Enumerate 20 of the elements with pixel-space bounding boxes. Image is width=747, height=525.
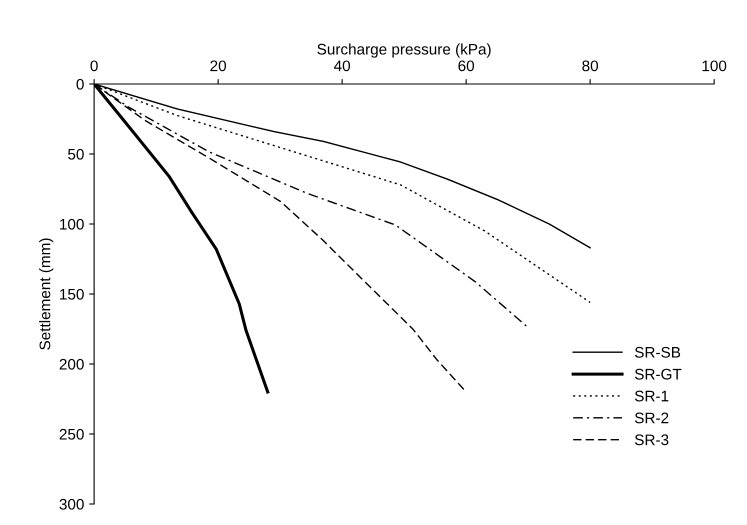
y-tick-label: 100 [60,218,84,230]
x-tick-label: 40 [334,60,350,72]
y-tick-label: 200 [60,358,84,370]
x-tick-label: 20 [210,60,226,72]
y-tick-label: 250 [60,428,84,440]
y-axis-title: Settlement (mm) [39,238,54,350]
y-tick-label: 300 [59,498,84,510]
y-tick-label: 0 [76,78,84,90]
y-tick-label: 50 [68,148,84,160]
y-tick-label: 150 [60,288,84,300]
x-tick-label: 100 [702,60,726,72]
x-tick-label: 0 [90,60,98,72]
legend-label: SR-1 [634,390,668,402]
x-tick-label: 80 [582,60,598,72]
legend-label: SR-SB [634,346,680,358]
legend-label: SR-GT [634,368,682,380]
x-axis-title: Surcharge pressure (kPa) [317,43,491,58]
x-tick-label: 60 [458,60,474,72]
legend-label: SR-2 [634,412,668,424]
legend-label: SR-3 [634,434,668,446]
